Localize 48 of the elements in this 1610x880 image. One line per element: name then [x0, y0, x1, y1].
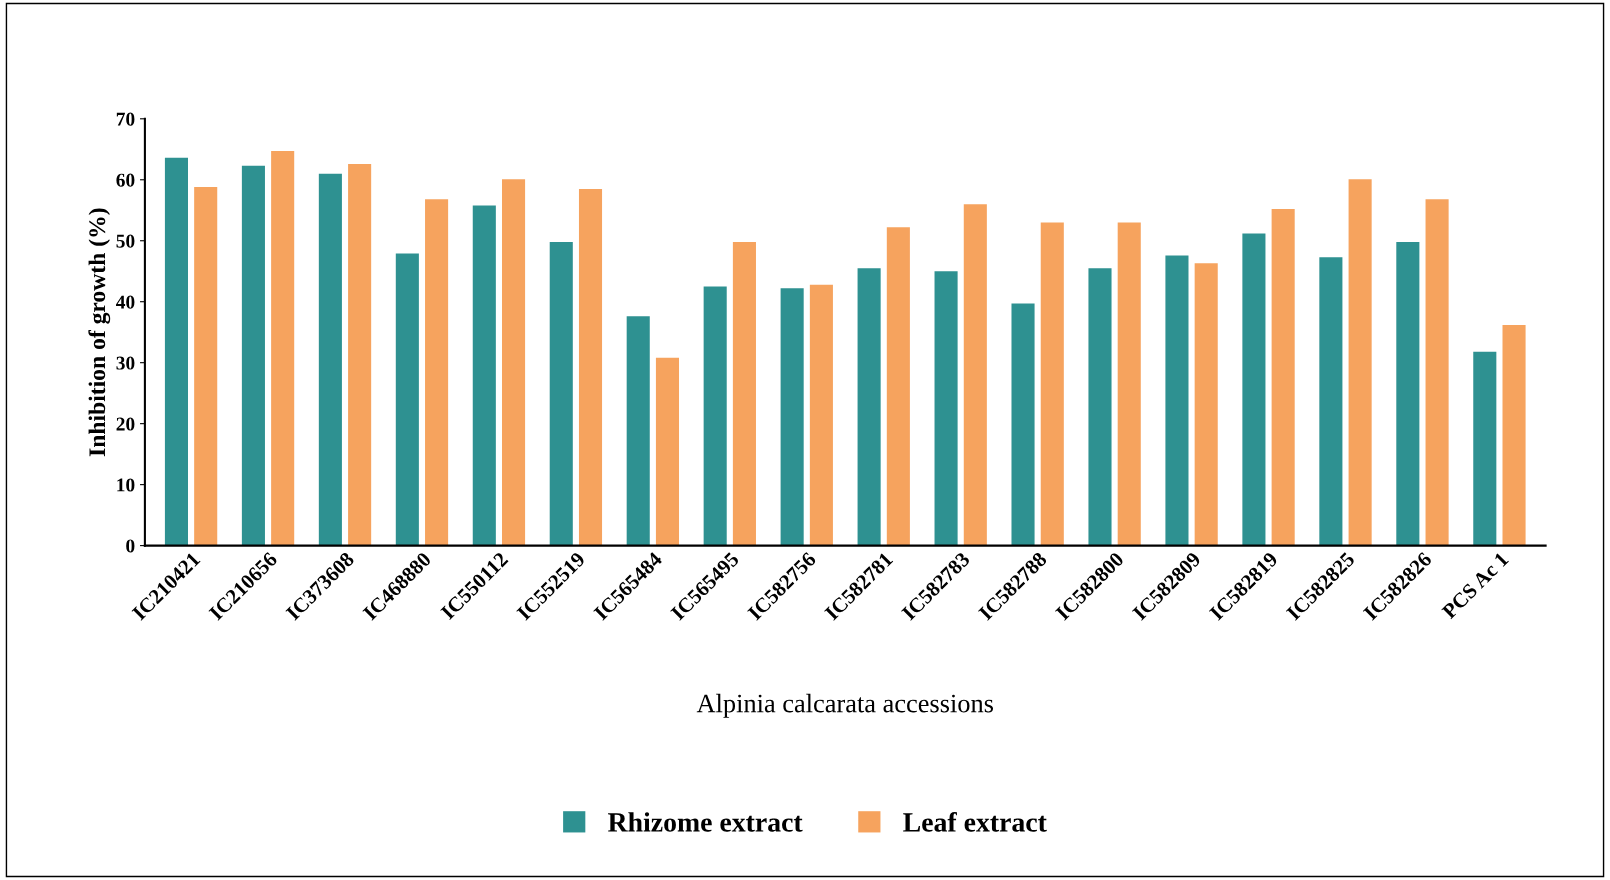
- bar: [194, 187, 218, 546]
- bar: [549, 241, 573, 546]
- bar: [502, 179, 526, 546]
- bar: [732, 241, 756, 546]
- bar: [1088, 268, 1112, 546]
- y-tick-label: 20: [116, 417, 135, 431]
- y-tick-label: 0: [126, 539, 135, 553]
- y-tick-label: 60: [116, 173, 135, 187]
- bar: [963, 204, 987, 546]
- bar: [1165, 255, 1189, 546]
- bar: [780, 288, 804, 546]
- bar: [164, 157, 188, 546]
- bar: [1473, 351, 1497, 546]
- legend-label: Rhizome extract: [608, 812, 803, 832]
- bar: [395, 253, 419, 546]
- bar: [703, 286, 727, 546]
- bar: [271, 151, 295, 546]
- bar: [1011, 303, 1035, 546]
- y-tick-label: 40: [116, 295, 135, 309]
- bar: [241, 165, 265, 546]
- legend-label: Leaf extract: [903, 811, 1047, 832]
- bar: [809, 284, 833, 546]
- y-tick-label: 10: [117, 478, 135, 492]
- bar: [578, 188, 603, 546]
- bar: [1242, 233, 1266, 546]
- bar: [1271, 209, 1295, 546]
- y-tick-label: 70: [116, 112, 135, 126]
- bar: [934, 271, 958, 546]
- y-tick-label: 50: [116, 234, 135, 248]
- y-axis-title: Inhibition of growth (%): [88, 208, 111, 457]
- bar: [857, 268, 881, 546]
- bar: [1396, 241, 1420, 546]
- bar: [1425, 199, 1449, 546]
- x-axis-title: Alpinia calcarata accessions: [696, 693, 994, 718]
- bar: [1117, 222, 1141, 546]
- bar: [1319, 257, 1343, 546]
- bar: [318, 173, 342, 546]
- bar: [1502, 324, 1526, 546]
- bar: [886, 227, 910, 546]
- bar: [1348, 179, 1372, 546]
- bar: [626, 316, 650, 546]
- bar: [655, 357, 680, 546]
- bar: [348, 163, 372, 546]
- bar: [1040, 222, 1064, 546]
- y-tick-label: 30: [116, 356, 135, 370]
- bar: [425, 199, 449, 546]
- bar: [1194, 263, 1218, 546]
- bar: [472, 205, 496, 546]
